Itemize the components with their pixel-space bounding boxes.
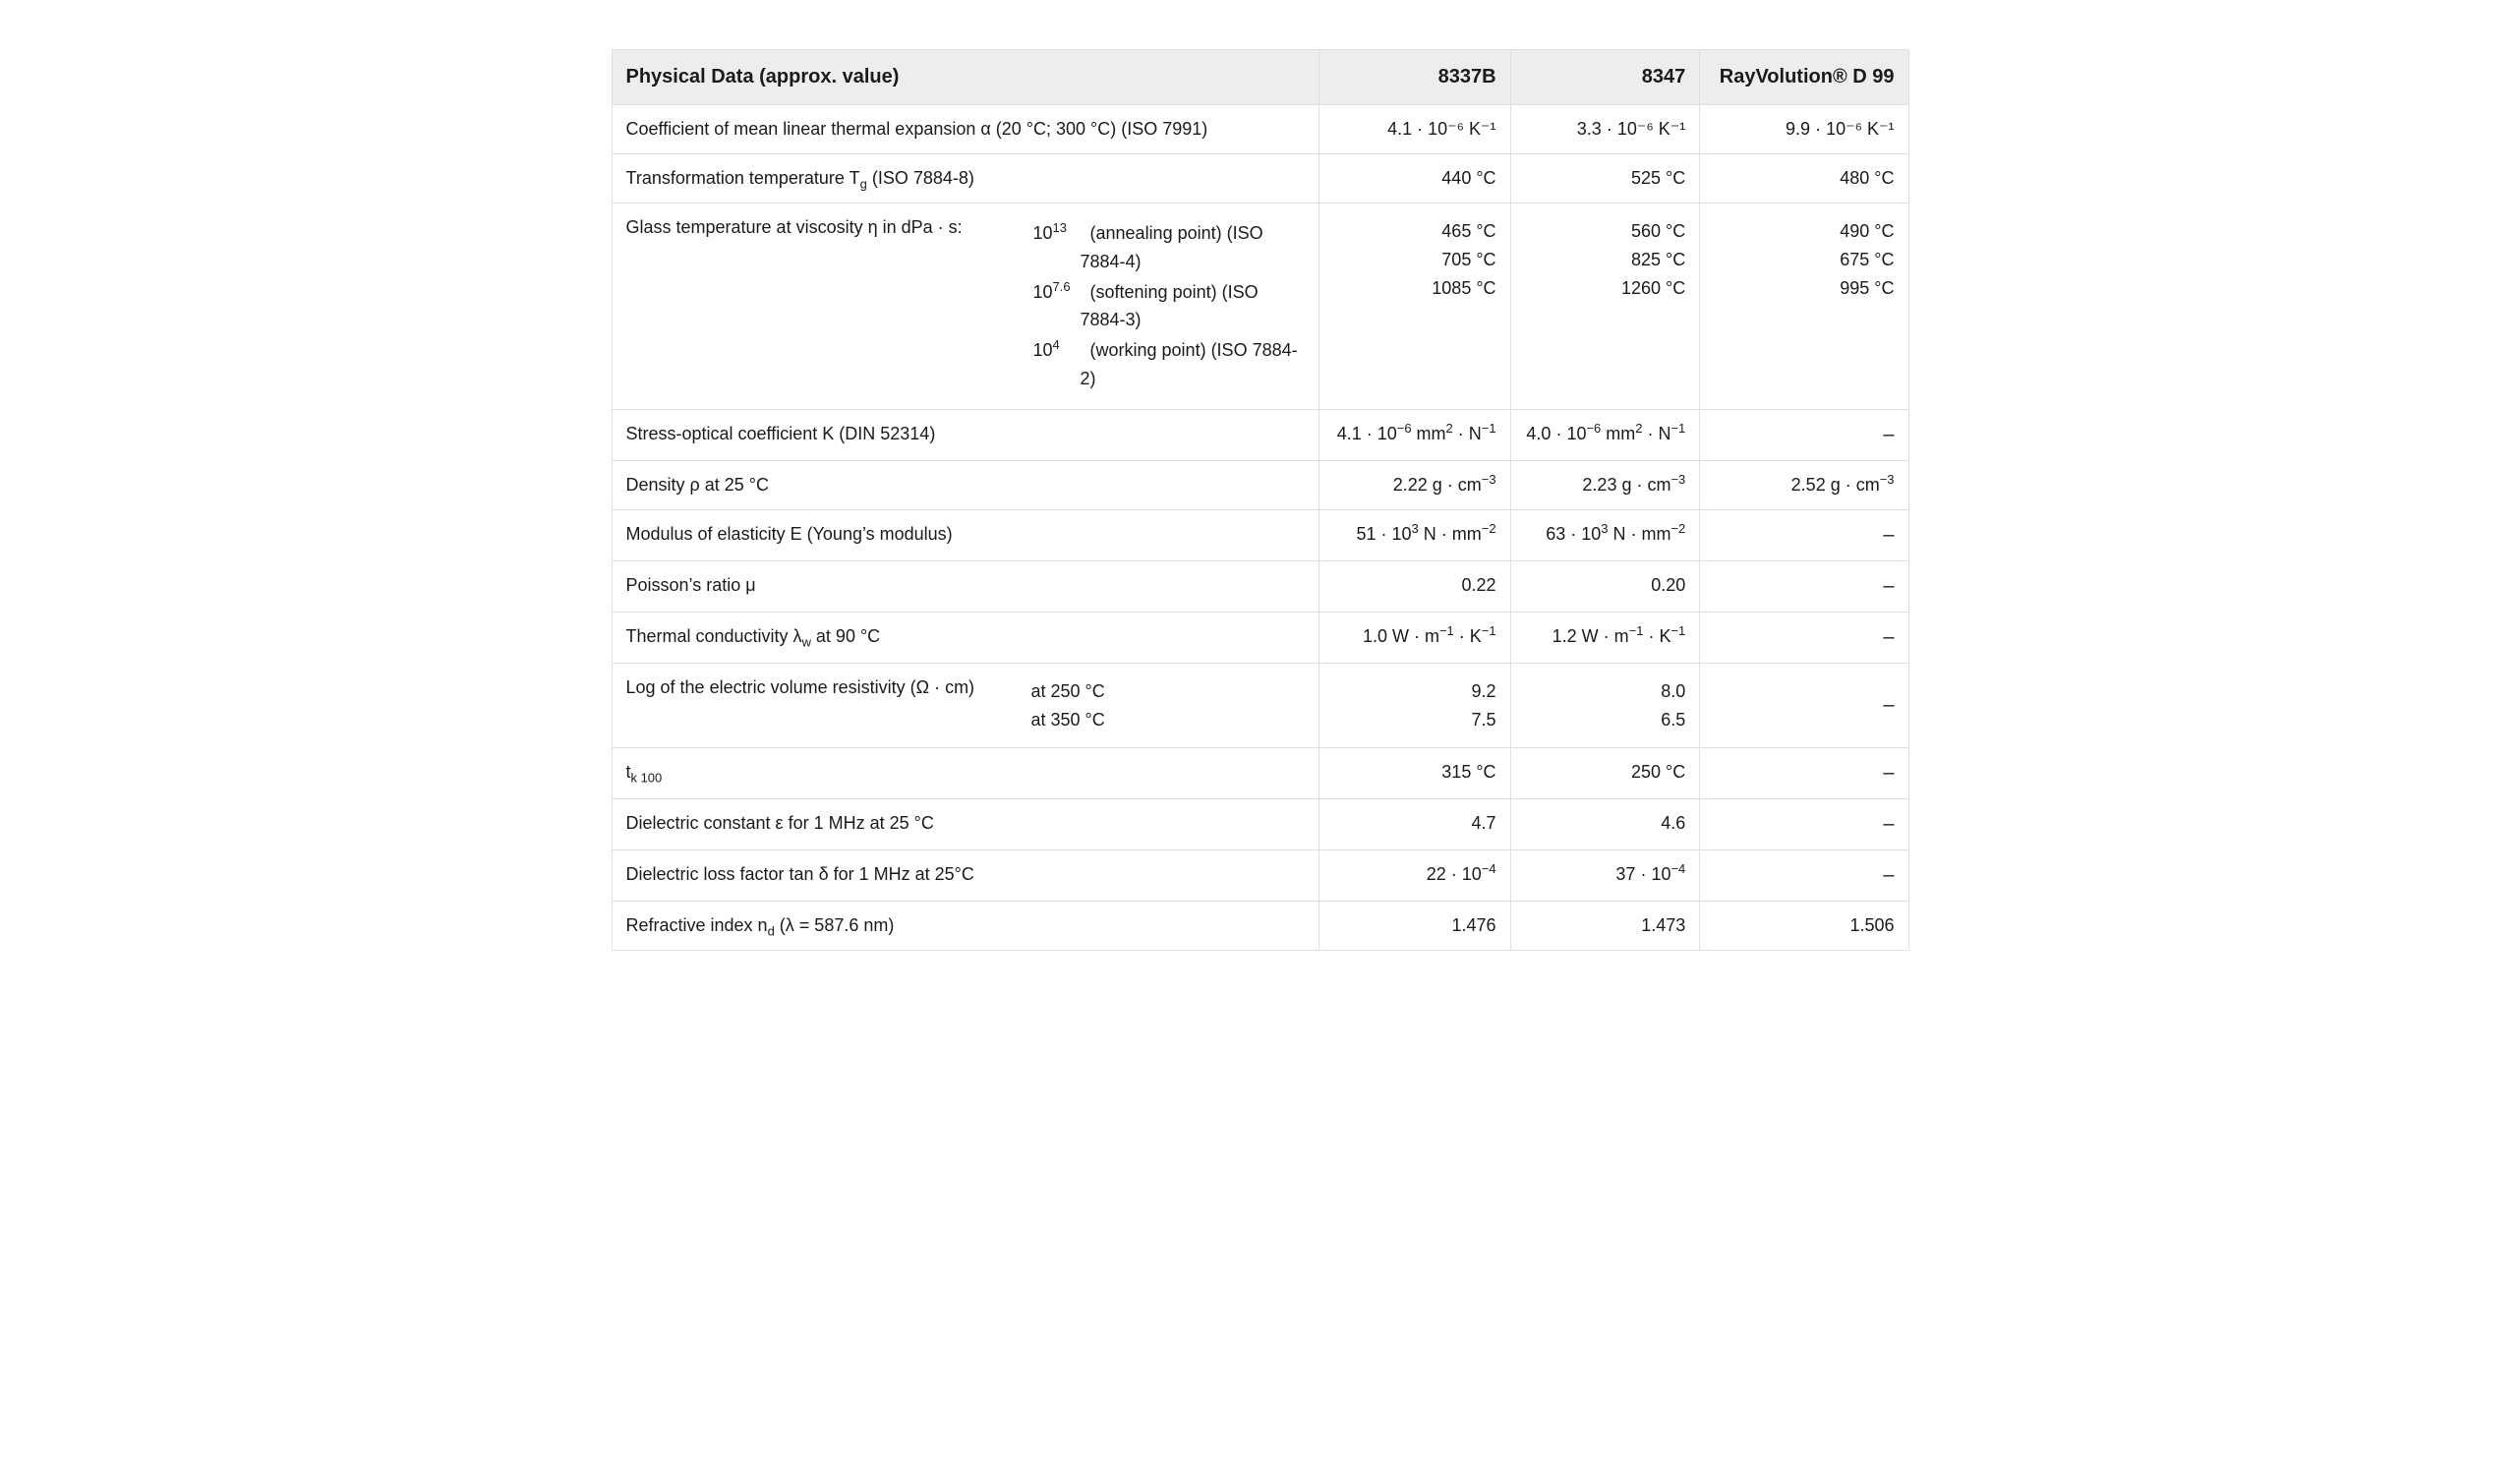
tk100-v3: – — [1700, 748, 1908, 799]
thermcond-v2: 1.2 W · m−1 · K−1 — [1510, 612, 1700, 663]
cte-v3: 9.9 · 10⁻⁶ K⁻¹ — [1700, 105, 1908, 154]
viscosity-v1: 465 °C 705 °C 1085 °C — [1319, 204, 1510, 410]
poisson-v2: 0.20 — [1510, 560, 1700, 612]
visc-v3-b: 675 °C — [1714, 246, 1894, 274]
visc-v3-c: 995 °C — [1714, 274, 1894, 303]
tk100-v2: 250 °C — [1510, 748, 1700, 799]
row-tk100: tk 100 315 °C 250 °C – — [612, 748, 1908, 799]
refindex-label: Refractive index nd (λ = 587.6 nm) — [612, 902, 1319, 951]
row-youngs-modulus: Modulus of elasticity E (Young’s modulus… — [612, 509, 1908, 560]
row-dielectric-constant: Dielectric constant ε for 1 MHz at 25 °C… — [612, 799, 1908, 850]
row-resistivity: Log of the electric volume resistivity (… — [612, 663, 1908, 748]
visc-v1-b: 705 °C — [1333, 246, 1495, 274]
dielconst-v2: 4.6 — [1510, 799, 1700, 850]
thermcond-v1: 1.0 W · m−1 · K−1 — [1319, 612, 1510, 663]
cte-v2: 3.3 · 10⁻⁶ K⁻¹ — [1510, 105, 1700, 154]
dielloss-v2: 37 · 10−4 — [1510, 850, 1700, 902]
header-col-1: 8337B — [1319, 50, 1510, 105]
page: Physical Data (approx. value) 8337B 8347… — [543, 0, 1978, 1000]
visc-s3-text: (working point) (ISO 7884-2) — [1081, 340, 1298, 388]
visc-s3-power: 104 — [1033, 336, 1079, 393]
density-v1: 2.22 g · cm−3 — [1319, 460, 1510, 509]
poisson-v3: – — [1700, 560, 1908, 612]
resistivity-label-cell: Log of the electric volume resistivity (… — [612, 663, 1319, 748]
resistivity-sub-b: at 350 °C — [1031, 706, 1105, 734]
resistivity-label: Log of the electric volume resistivity (… — [626, 677, 1000, 734]
resistivity-sub-a: at 250 °C — [1031, 677, 1105, 706]
header-col-2: 8347 — [1510, 50, 1700, 105]
res-v1-b: 7.5 — [1333, 706, 1495, 734]
row-poisson: Poisson’s ratio μ 0.22 0.20 – — [612, 560, 1908, 612]
visc-s1-text: (annealing point) (ISO 7884-4) — [1081, 223, 1263, 271]
poisson-v1: 0.22 — [1319, 560, 1510, 612]
young-v3: – — [1700, 509, 1908, 560]
header-col-3: RayVolution® D 99 — [1700, 50, 1908, 105]
tk100-label: tk 100 — [612, 748, 1319, 799]
tg-label: Transformation temperature Tg (ISO 7884-… — [612, 154, 1319, 204]
row-density: Density ρ at 25 °C 2.22 g · cm−3 2.23 g … — [612, 460, 1908, 509]
tg-v2: 525 °C — [1510, 154, 1700, 204]
refindex-v1: 1.476 — [1319, 902, 1510, 951]
visc-v3-a: 490 °C — [1714, 217, 1894, 246]
cte-v1: 4.1 · 10⁻⁶ K⁻¹ — [1319, 105, 1510, 154]
cte-label: Coefficient of mean linear thermal expan… — [612, 105, 1319, 154]
row-viscosity: Glass temperature at viscosity η in dPa … — [612, 204, 1908, 410]
row-dielectric-loss: Dielectric loss factor tan δ for 1 MHz a… — [612, 850, 1908, 902]
visc-s2-power: 107.6 — [1033, 278, 1079, 335]
visc-v2-b: 825 °C — [1525, 246, 1686, 274]
tg-v3: 480 °C — [1700, 154, 1908, 204]
stressopt-v1: 4.1 · 10−6 mm2 · N−1 — [1319, 409, 1510, 460]
visc-v2-a: 560 °C — [1525, 217, 1686, 246]
refindex-v2: 1.473 — [1510, 902, 1700, 951]
visc-s2-text: (softening point) (ISO 7884-3) — [1081, 282, 1259, 330]
viscosity-sub: 1013 (annealing point) (ISO 7884-4) 107.… — [1031, 217, 1306, 395]
res-v2-a: 8.0 — [1525, 677, 1686, 706]
resistivity-v1: 9.2 7.5 — [1319, 663, 1510, 748]
resistivity-v2: 8.0 6.5 — [1510, 663, 1700, 748]
visc-v1-a: 465 °C — [1333, 217, 1495, 246]
viscosity-label-cell: Glass temperature at viscosity η in dPa … — [612, 204, 1319, 410]
density-label: Density ρ at 25 °C — [612, 460, 1319, 509]
row-refractive-index: Refractive index nd (λ = 587.6 nm) 1.476… — [612, 902, 1908, 951]
density-v3: 2.52 g · cm−3 — [1700, 460, 1908, 509]
dielloss-v3: – — [1700, 850, 1908, 902]
tg-v1: 440 °C — [1319, 154, 1510, 204]
viscosity-v3: 490 °C 675 °C 995 °C — [1700, 204, 1908, 410]
density-v2: 2.23 g · cm−3 — [1510, 460, 1700, 509]
thermcond-label: Thermal conductivity λw at 90 °C — [612, 612, 1319, 663]
dielconst-v1: 4.7 — [1319, 799, 1510, 850]
refindex-v3: 1.506 — [1700, 902, 1908, 951]
table-header: Physical Data (approx. value) 8337B 8347… — [612, 50, 1908, 105]
row-stress-optical: Stress-optical coefficient K (DIN 52314)… — [612, 409, 1908, 460]
tk100-v1: 315 °C — [1319, 748, 1510, 799]
row-thermal-conductivity: Thermal conductivity λw at 90 °C 1.0 W ·… — [612, 612, 1908, 663]
stressopt-v2: 4.0 · 10−6 mm2 · N−1 — [1510, 409, 1700, 460]
stressopt-label: Stress-optical coefficient K (DIN 52314) — [612, 409, 1319, 460]
young-v2: 63 · 103 N · mm−2 — [1510, 509, 1700, 560]
resistivity-v3: – — [1700, 663, 1908, 748]
viscosity-v2: 560 °C 825 °C 1260 °C — [1510, 204, 1700, 410]
poisson-label: Poisson’s ratio μ — [612, 560, 1319, 612]
dielconst-label: Dielectric constant ε for 1 MHz at 25 °C — [612, 799, 1319, 850]
dielconst-v3: – — [1700, 799, 1908, 850]
dielloss-v1: 22 · 10−4 — [1319, 850, 1510, 902]
thermcond-v3: – — [1700, 612, 1908, 663]
visc-v1-c: 1085 °C — [1333, 274, 1495, 303]
visc-v2-c: 1260 °C — [1525, 274, 1686, 303]
res-v1-a: 9.2 — [1333, 677, 1495, 706]
visc-s1-power: 1013 — [1033, 219, 1079, 276]
young-label: Modulus of elasticity E (Young’s modulus… — [612, 509, 1319, 560]
young-v1: 51 · 103 N · mm−2 — [1319, 509, 1510, 560]
stressopt-v3: – — [1700, 409, 1908, 460]
row-cte: Coefficient of mean linear thermal expan… — [612, 105, 1908, 154]
header-title: Physical Data (approx. value) — [612, 50, 1319, 105]
viscosity-label: Glass temperature at viscosity η in dPa … — [626, 217, 1000, 395]
dielloss-label: Dielectric loss factor tan δ for 1 MHz a… — [612, 850, 1319, 902]
physical-data-table: Physical Data (approx. value) 8337B 8347… — [612, 49, 1909, 951]
res-v2-b: 6.5 — [1525, 706, 1686, 734]
row-tg: Transformation temperature Tg (ISO 7884-… — [612, 154, 1908, 204]
